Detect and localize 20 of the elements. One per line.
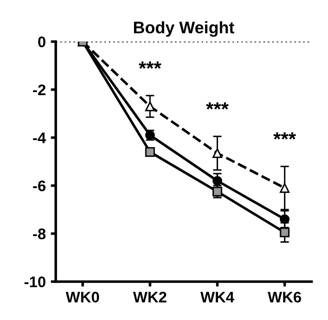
annotation: *** xyxy=(138,62,162,69)
annotation: *** xyxy=(206,102,229,110)
y-tick-label: 0 xyxy=(38,36,46,48)
point xyxy=(145,147,155,157)
x-tick-label: WK6 xyxy=(268,292,302,303)
x-tick-label: WK0 xyxy=(66,292,100,303)
point xyxy=(280,183,290,193)
annotation: *** xyxy=(273,132,296,140)
x-tick-label: WK2 xyxy=(133,292,166,302)
y-tick-label: -10 xyxy=(24,276,46,288)
point xyxy=(212,148,222,158)
y-tick-label: -6 xyxy=(33,180,46,192)
point xyxy=(145,102,155,112)
x-tick-label: WK4 xyxy=(200,292,234,302)
y-tick-label: -4 xyxy=(33,132,46,144)
y-tick-label: -8 xyxy=(33,228,46,240)
y-tick-label: -2 xyxy=(33,84,46,96)
point xyxy=(280,228,290,238)
chart-title: Body Weight xyxy=(134,21,234,37)
point xyxy=(280,214,290,224)
